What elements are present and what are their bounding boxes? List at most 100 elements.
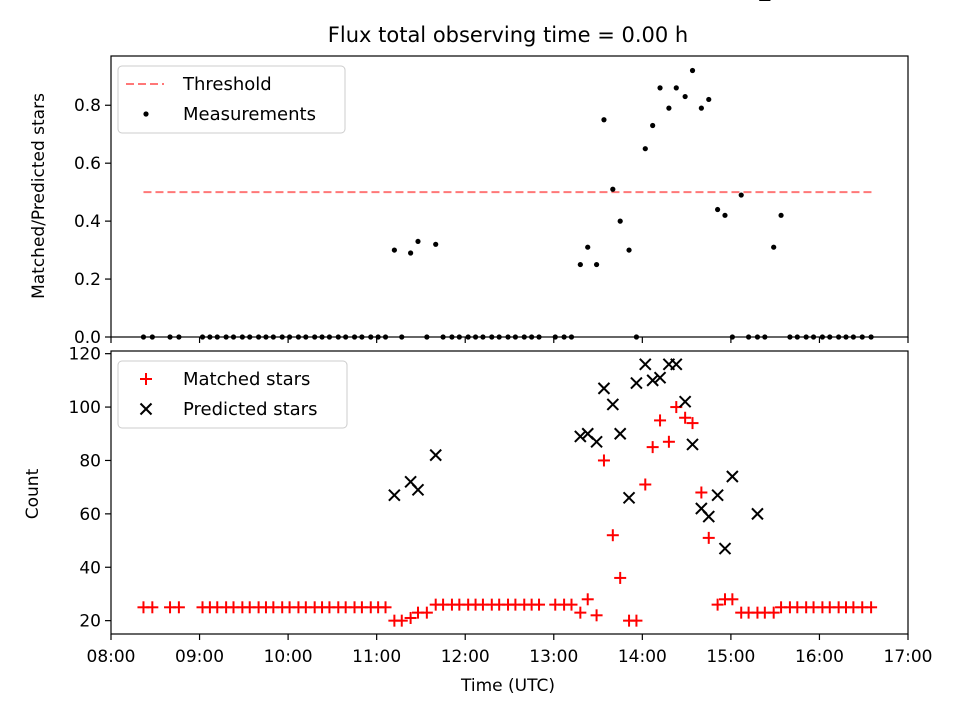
data-point: [762, 334, 768, 340]
data-point: [399, 334, 405, 340]
data-point: [686, 438, 699, 451]
data-point: [653, 371, 667, 384]
data-point: [606, 529, 619, 542]
legend-box: [117, 65, 346, 134]
data-point: [326, 334, 333, 340]
y-tick-label: 0.0: [74, 328, 101, 348]
data-point: [803, 334, 809, 340]
data-point: [146, 601, 159, 614]
data-point: [715, 206, 721, 213]
x-axis-label: Time (UTC): [460, 676, 555, 696]
x-tick-label: 13:00: [529, 647, 578, 667]
data-point: [574, 430, 587, 443]
legend-box: [117, 360, 348, 429]
data-point: [279, 334, 285, 340]
data-point: [391, 247, 397, 253]
data-point: [408, 250, 414, 256]
x-tick-label: 17:00: [884, 647, 933, 667]
data-point: [536, 334, 542, 340]
data-point: [865, 601, 878, 614]
data-point: [411, 483, 425, 497]
y-tick-label: 0.2: [74, 270, 101, 290]
y-tick-label: 20: [79, 612, 101, 632]
data-point: [512, 334, 519, 340]
data-point: [639, 478, 652, 491]
data-point: [754, 334, 761, 340]
data-point: [666, 105, 672, 111]
data-point: [505, 334, 511, 340]
data-point: [149, 334, 155, 340]
x-tick-label: 12:00: [441, 647, 490, 667]
data-point: [167, 334, 173, 340]
data-point: [433, 241, 439, 247]
data-point: [654, 414, 667, 427]
data-point: [601, 117, 607, 123]
data-point: [646, 374, 659, 387]
data-point: [843, 334, 849, 340]
data-point: [650, 122, 656, 129]
data-point: [480, 334, 486, 340]
data-point: [657, 85, 663, 91]
y-tick-label: 40: [79, 558, 101, 578]
data-point: [568, 334, 575, 340]
data-point: [521, 334, 527, 340]
data-point: [172, 601, 185, 614]
data-point: [312, 334, 318, 340]
data-point: [850, 334, 856, 340]
data-point: [738, 192, 744, 198]
data-point: [787, 334, 793, 340]
data-point: [630, 376, 643, 390]
data-point: [746, 334, 752, 340]
data-point: [343, 334, 349, 340]
y-axis-label-bottom: Count: [23, 468, 43, 519]
data-point: [577, 261, 583, 268]
data-point: [319, 334, 325, 340]
data-point: [223, 334, 229, 340]
data-point: [859, 334, 865, 340]
legend-label: Matched stars: [183, 369, 310, 390]
data-point: [214, 334, 220, 340]
data-point: [429, 448, 442, 462]
data-point: [395, 614, 408, 627]
y-tick-label: 0.6: [74, 154, 101, 174]
data-point: [263, 334, 269, 340]
data-point: [199, 334, 206, 340]
legend: Threshold Measurements: [117, 65, 346, 134]
data-point: [686, 417, 699, 430]
top-panel: 0.0 0.2 0.4 0.6 0.8 Threshold Measurements: [74, 55, 909, 348]
data-point: [711, 598, 724, 611]
data-point: [465, 334, 471, 340]
data-point: [662, 435, 675, 448]
data-point: [565, 598, 578, 611]
data-point: [827, 334, 833, 340]
data-point: [295, 334, 302, 340]
data-point: [702, 510, 715, 523]
data-point: [722, 212, 728, 218]
data-point: [590, 435, 603, 448]
x-tick-label: 10:00: [264, 647, 313, 667]
data-point: [207, 334, 213, 340]
bottom-panel: 08:00 09:00 10:00 11:00 12:00 13:00 14:00 15:00…: [69, 0, 933, 667]
data-point: [678, 395, 692, 408]
data-point: [689, 67, 696, 74]
data-point: [711, 488, 724, 502]
x-tick-label: 15:00: [706, 647, 755, 667]
data-point: [375, 334, 381, 340]
y-tick-label: 60: [79, 505, 101, 525]
legend-swatch: [139, 402, 153, 416]
data-point: [415, 238, 421, 245]
data-point: [529, 334, 535, 340]
series-plus: [137, 401, 878, 627]
chart-title: Flux total observing time = 0.00 h: [328, 23, 688, 47]
data-point: [533, 598, 546, 611]
data-point: [255, 334, 262, 340]
data-point: [404, 611, 417, 624]
data-point: [718, 542, 732, 555]
y-tick-label: 0.4: [74, 212, 101, 232]
data-point: [767, 606, 780, 619]
data-point: [359, 334, 365, 340]
data-point: [574, 606, 587, 619]
data-point: [836, 334, 842, 340]
data-point: [810, 334, 817, 340]
data-point: [613, 427, 627, 440]
